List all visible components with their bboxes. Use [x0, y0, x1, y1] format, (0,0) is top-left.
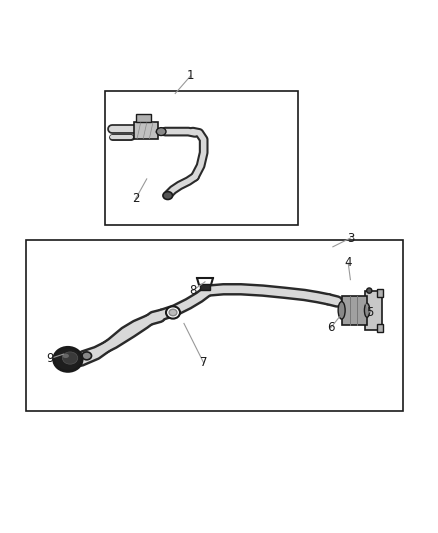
Ellipse shape: [367, 288, 372, 293]
Text: 3: 3: [347, 231, 354, 245]
Bar: [26, 240, 403, 411]
Text: 1: 1: [187, 69, 194, 83]
Text: 6: 6: [327, 321, 335, 334]
Bar: [377, 289, 383, 297]
Ellipse shape: [156, 128, 166, 135]
Bar: [134, 122, 158, 140]
Text: 5: 5: [367, 306, 374, 319]
Text: 9: 9: [46, 352, 54, 365]
Text: 7: 7: [200, 357, 208, 369]
Bar: [342, 296, 367, 325]
Ellipse shape: [338, 302, 345, 319]
Ellipse shape: [163, 191, 173, 199]
Ellipse shape: [62, 352, 78, 364]
Bar: [377, 324, 383, 332]
Bar: [365, 290, 382, 330]
Ellipse shape: [364, 303, 370, 317]
Bar: [136, 114, 151, 122]
Ellipse shape: [82, 352, 92, 360]
Bar: [200, 285, 210, 290]
Ellipse shape: [169, 309, 177, 316]
Bar: [105, 91, 298, 225]
Ellipse shape: [166, 306, 180, 319]
Text: 2: 2: [132, 192, 140, 205]
Text: 8: 8: [189, 284, 196, 297]
Text: 4: 4: [344, 256, 352, 270]
Ellipse shape: [53, 348, 82, 372]
Ellipse shape: [63, 354, 69, 358]
